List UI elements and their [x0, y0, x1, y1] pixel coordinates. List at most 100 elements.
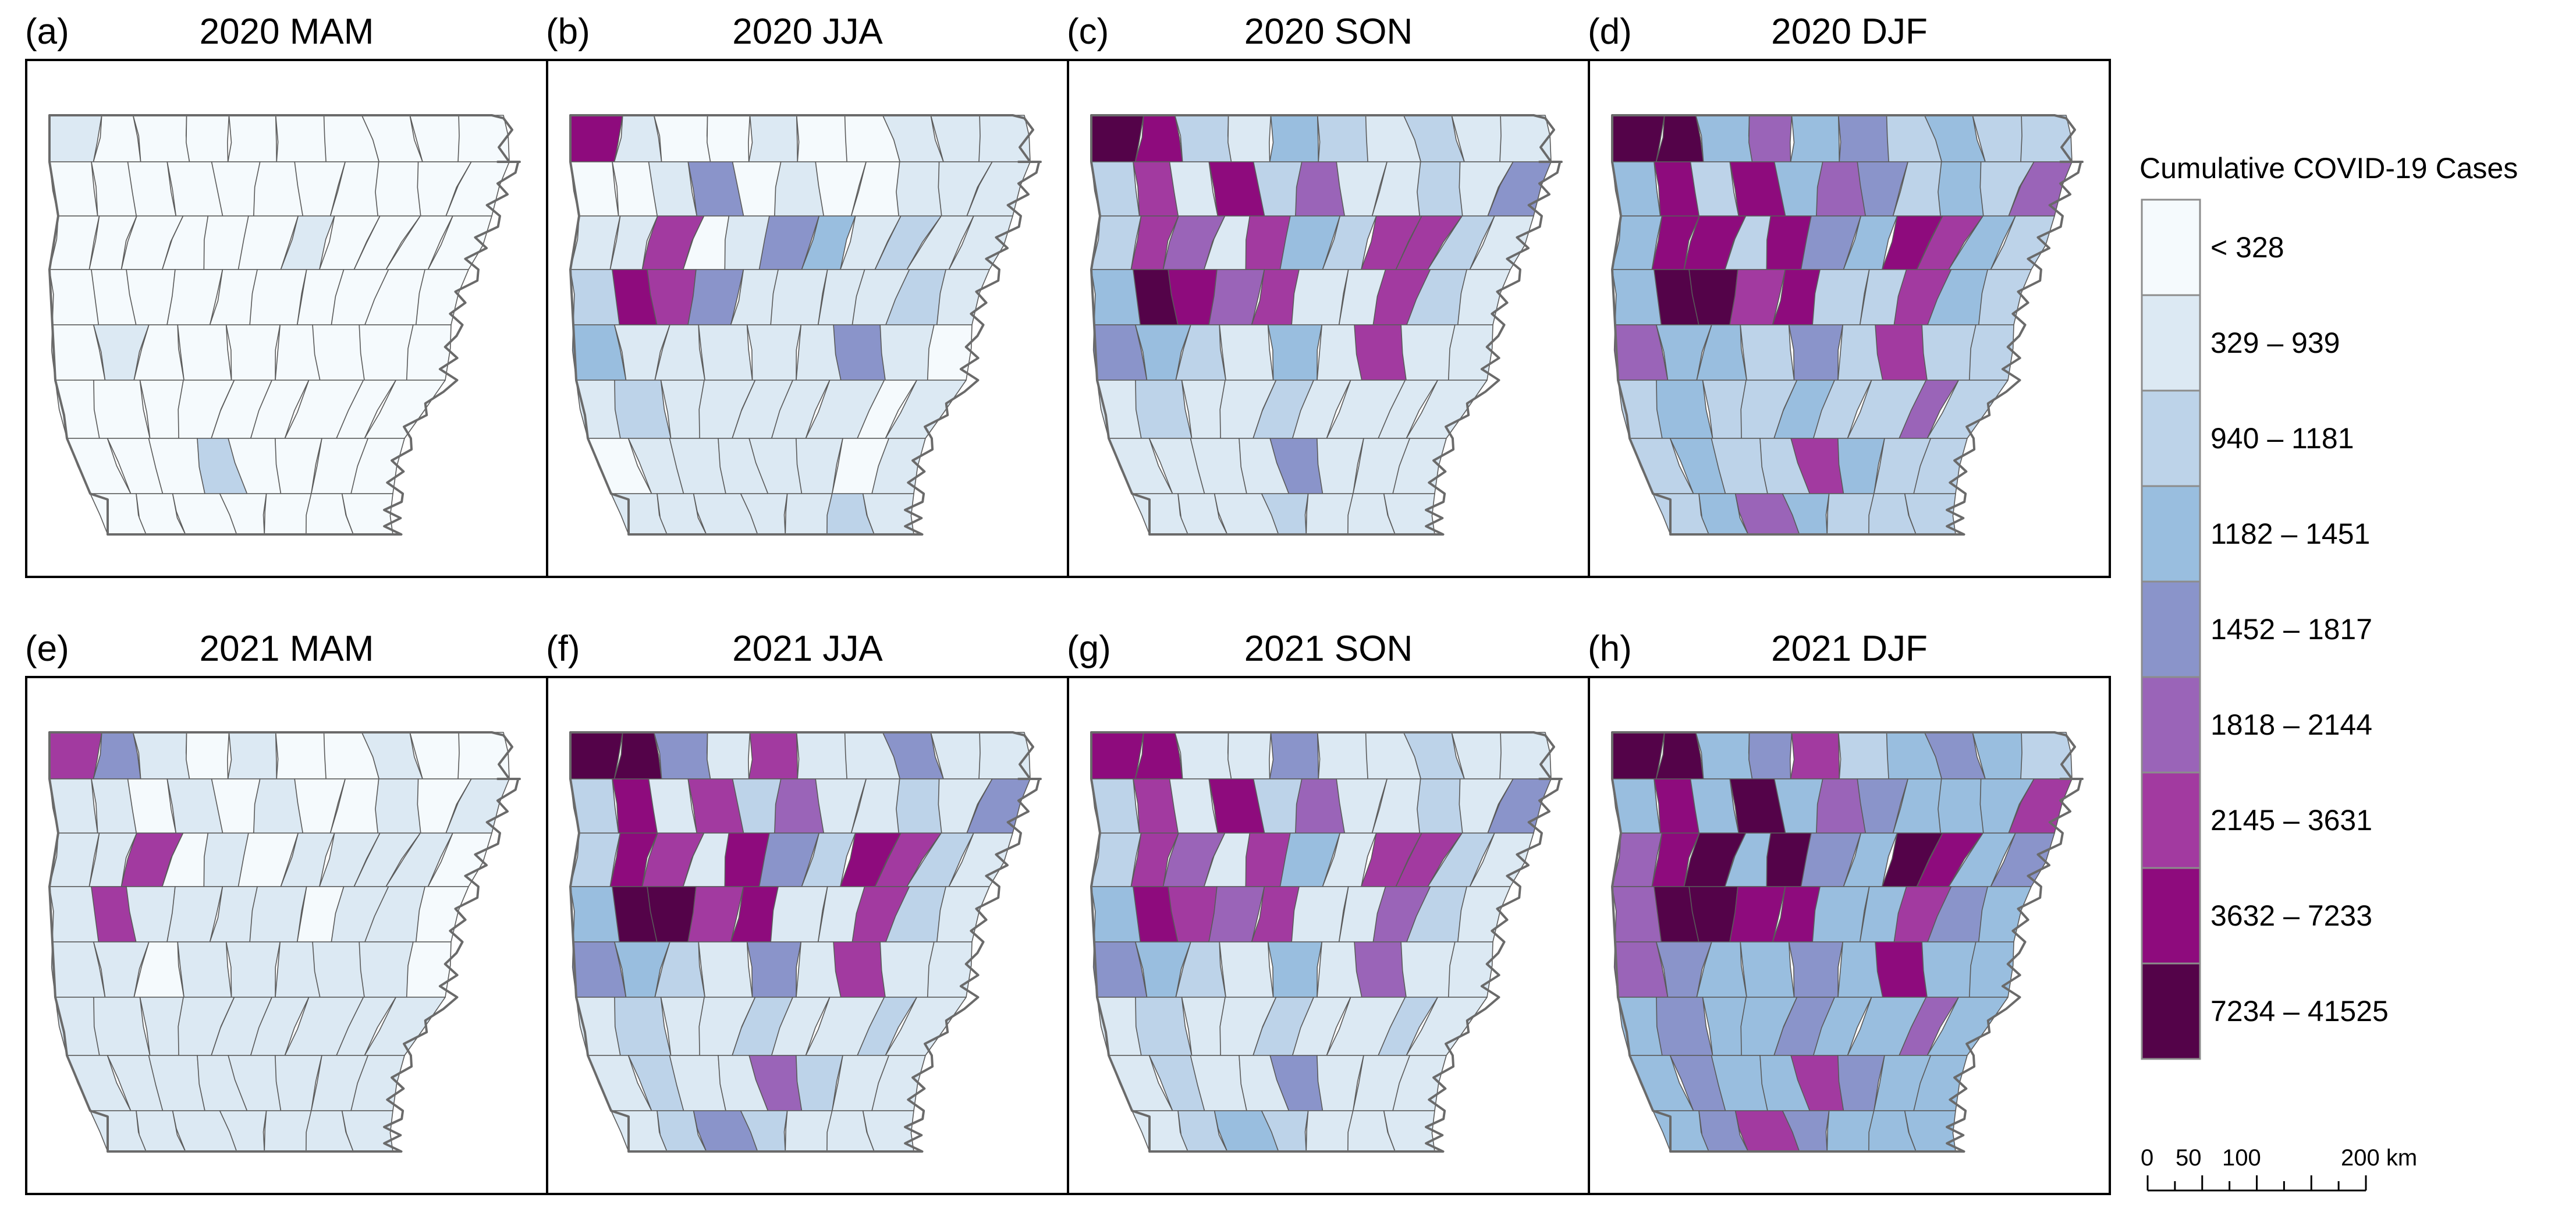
county	[275, 115, 328, 162]
county-layer	[49, 115, 510, 535]
panel-title: 2021 JJA	[732, 629, 883, 669]
county	[1354, 324, 1407, 381]
scale-label-100: 100	[2222, 1145, 2261, 1171]
county	[653, 732, 711, 779]
scale-ticks	[2146, 1175, 2367, 1192]
county	[1921, 324, 1977, 381]
county	[1875, 324, 1928, 381]
panel-letter: (d)	[1588, 12, 1632, 52]
county	[49, 269, 100, 325]
county	[49, 732, 102, 779]
county	[2020, 115, 2073, 162]
county	[1227, 115, 1272, 162]
legend-label: 1182 – 1451	[2210, 518, 2370, 550]
panel-title: 2020 MAM	[200, 12, 374, 52]
scale-label-50: 50	[2176, 1145, 2202, 1171]
legend-swatch	[2141, 962, 2201, 1060]
county	[570, 732, 623, 779]
state-outline	[48, 731, 521, 1153]
panel-letter: (e)	[25, 629, 69, 669]
county	[1748, 115, 1793, 162]
county	[275, 732, 328, 779]
county	[896, 778, 942, 834]
county	[225, 324, 281, 381]
county	[264, 1110, 312, 1152]
map-panel	[1067, 59, 1590, 578]
county	[896, 161, 942, 217]
county	[1305, 493, 1354, 535]
county	[177, 324, 232, 381]
county	[1227, 732, 1272, 779]
county	[1499, 115, 1552, 162]
county	[707, 732, 751, 779]
county-layer	[1612, 115, 2073, 535]
county	[1695, 115, 1753, 162]
county-layer	[570, 115, 1031, 535]
panel-title: 2021 MAM	[200, 629, 374, 669]
county	[1837, 115, 1891, 162]
county	[748, 115, 799, 162]
state-outline	[1611, 114, 2084, 536]
county	[457, 115, 510, 162]
county	[570, 269, 620, 325]
county	[1740, 941, 1795, 998]
map-panel	[1588, 676, 2111, 1195]
county	[359, 324, 414, 381]
legend-label: 1452 – 1817	[2210, 613, 2372, 646]
county	[1219, 941, 1274, 998]
panel-letter: (c)	[1067, 12, 1109, 52]
county	[1748, 732, 1793, 779]
county	[746, 324, 801, 381]
county	[1612, 115, 1665, 162]
state-outline	[569, 731, 1042, 1153]
legend-title: Cumulative COVID-19 Cases	[2139, 152, 2518, 185]
map-panel	[546, 676, 1069, 1195]
legend-swatch	[2141, 294, 2201, 392]
county	[1091, 269, 1141, 325]
county	[1269, 732, 1319, 779]
legend-swatch	[2141, 771, 2201, 869]
county	[1091, 115, 1144, 162]
county	[1267, 324, 1322, 381]
panel-letter: (b)	[546, 12, 590, 52]
county	[132, 732, 190, 779]
county	[1219, 324, 1274, 381]
county	[249, 269, 307, 325]
county	[1291, 886, 1349, 942]
county	[1826, 493, 1875, 535]
map-panels: (a) 2020 MAM (b) 2020 JJA (c) 2020 SON (d) 2020…	[25, 12, 2111, 1195]
county	[1400, 324, 1456, 381]
county	[796, 115, 849, 162]
legend-items: < 328 329 – 939 940 – 1181 1182 – 1451 1452 …	[2141, 199, 2389, 1060]
county	[1499, 732, 1552, 779]
county	[1875, 941, 1928, 998]
county	[1305, 1110, 1354, 1152]
map-panel	[25, 59, 548, 578]
county	[312, 941, 365, 998]
county	[570, 886, 620, 942]
map-panel	[25, 676, 548, 1195]
legend-label: 3632 – 7233	[2210, 899, 2372, 932]
county	[1938, 778, 1984, 834]
county	[1788, 324, 1843, 381]
panel-title: 2021 SON	[1244, 629, 1413, 669]
county	[748, 732, 799, 779]
county	[264, 493, 312, 535]
county	[1417, 161, 1463, 217]
legend-label: 2145 – 3631	[2210, 804, 2372, 837]
state-outline	[1611, 731, 2084, 1153]
county	[1354, 941, 1407, 998]
county	[1788, 941, 1843, 998]
county	[1291, 269, 1349, 325]
county	[785, 493, 833, 535]
county	[1267, 941, 1322, 998]
county	[879, 324, 935, 381]
county	[746, 941, 801, 998]
county-layer	[1091, 115, 1552, 535]
county	[1612, 269, 1662, 325]
panel-letter: (h)	[1588, 629, 1632, 669]
legend-swatch	[2141, 485, 2201, 583]
panel-letter: (g)	[1067, 629, 1111, 669]
map-panel	[546, 59, 1069, 578]
legend: Cumulative COVID-19 Cases < 328 329 – 939…	[2139, 152, 2518, 1060]
